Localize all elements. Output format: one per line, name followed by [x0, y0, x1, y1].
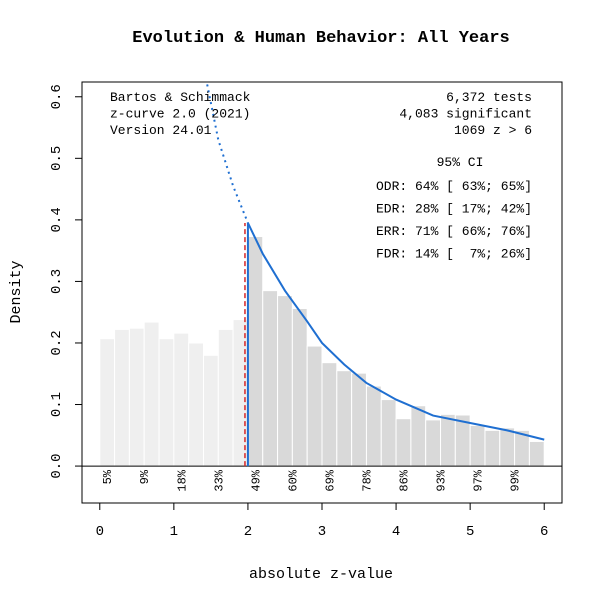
annotation: 6,372 tests	[446, 90, 532, 105]
power-label: 78%	[360, 469, 374, 491]
x-tick-label: 1	[170, 524, 178, 540]
ci-row: ERR: 71% [ 66%; 76%]	[376, 224, 532, 239]
y-tick-label: 0.3	[49, 269, 65, 294]
power-label: 5%	[101, 469, 115, 484]
bar	[277, 295, 293, 467]
chart-title: Evolution & Human Behavior: All Years	[132, 29, 509, 48]
y-axis-label: Density	[8, 260, 25, 323]
bar	[499, 427, 516, 467]
power-label: 9%	[138, 469, 152, 484]
bar	[217, 328, 234, 467]
power-label: 93%	[435, 469, 449, 491]
density-curve	[247, 222, 545, 441]
bar	[410, 405, 427, 467]
x-tick-label: 6	[540, 524, 548, 540]
ci-row: ODR: 64% [ 63%; 65%]	[376, 179, 532, 194]
y-tick-label: 0.4	[49, 207, 65, 232]
annotation: Bartos & Schimmack	[110, 90, 251, 105]
power-label: 99%	[509, 469, 523, 491]
bar	[528, 440, 545, 467]
ci-header: 95% CI	[437, 155, 484, 170]
bar	[143, 321, 160, 467]
y-tick-label: 0.1	[49, 392, 65, 417]
power-label: 33%	[212, 469, 226, 491]
power-label: 69%	[323, 469, 337, 491]
annotation: Version 24.01	[110, 123, 212, 138]
y-tick-label: 0.0	[49, 453, 65, 478]
x-tick-label: 3	[318, 524, 326, 540]
bar	[99, 338, 116, 467]
y-tick-label: 0.5	[49, 146, 65, 171]
bar	[365, 385, 382, 467]
bar	[336, 370, 353, 467]
bar	[291, 308, 308, 467]
bar	[188, 342, 204, 467]
bar	[484, 429, 501, 467]
bar	[321, 362, 338, 467]
x-tick-label: 0	[96, 524, 104, 540]
bar	[380, 399, 397, 467]
bar	[262, 290, 279, 467]
bar	[114, 328, 130, 467]
power-label: 60%	[286, 469, 300, 491]
power-label: 49%	[249, 469, 263, 491]
x-tick-label: 5	[466, 524, 474, 540]
bar	[173, 332, 190, 467]
x-axis-label: absolute z-value	[249, 566, 393, 583]
bar	[351, 372, 367, 467]
power-label: 97%	[472, 469, 486, 491]
bar	[395, 418, 412, 467]
x-tick-label: 2	[244, 524, 252, 540]
annotation: 4,083 significant	[399, 107, 532, 122]
bar	[440, 413, 456, 467]
extrapolated-curve	[206, 84, 249, 224]
bar	[158, 338, 175, 467]
bar	[306, 345, 323, 467]
bar	[247, 235, 264, 467]
bar	[128, 327, 145, 467]
annotation: z-curve 2.0 (2021)	[110, 107, 250, 122]
y-tick-label: 0.2	[49, 330, 65, 355]
bar	[425, 419, 442, 467]
power-label: 86%	[397, 469, 411, 491]
y-tick-label: 0.6	[49, 84, 65, 109]
ci-row: EDR: 28% [ 17%; 42%]	[376, 202, 532, 217]
bar	[469, 424, 486, 467]
power-label: 18%	[175, 469, 189, 491]
x-tick-label: 4	[392, 524, 400, 540]
annotation: 1069 z > 6	[454, 123, 532, 138]
ci-row: FDR: 14% [ 7%; 26%]	[376, 247, 532, 262]
bar	[202, 354, 219, 467]
